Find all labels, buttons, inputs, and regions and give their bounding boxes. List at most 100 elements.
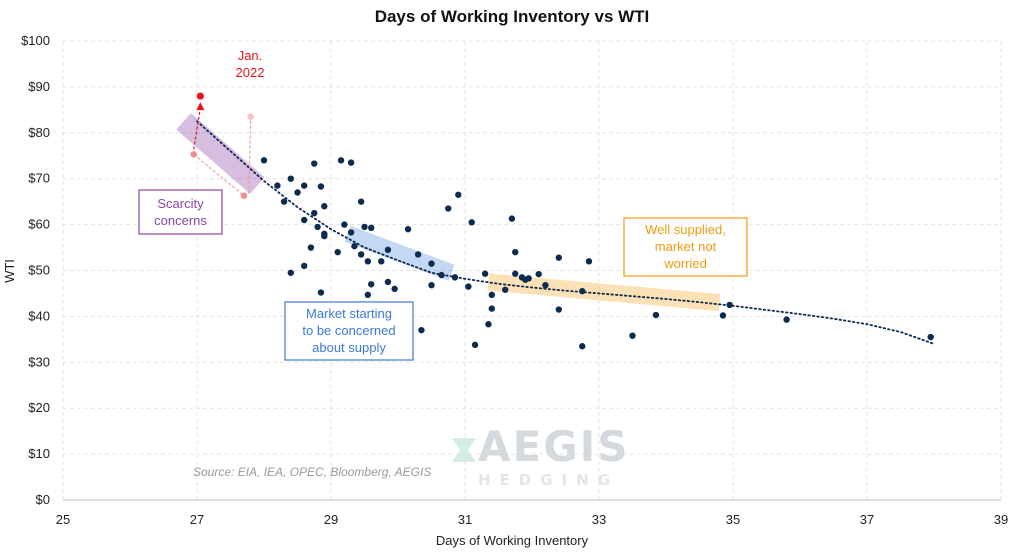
data-point: [368, 224, 375, 232]
y-tick-label: $80: [28, 125, 50, 140]
data-point: [384, 246, 392, 254]
data-point: [364, 258, 372, 265]
y-tick-labels: $0 $10 $20 $30 $40 $50 $60 $70 $80 $90 $100: [21, 33, 50, 507]
jan-arrow-head: [196, 102, 205, 111]
data-point: [301, 216, 308, 224]
data-point: [471, 341, 479, 349]
data-point: [314, 223, 321, 231]
concerned-annotation: Market starting to be concerned about su…: [284, 301, 414, 361]
data-point: [485, 321, 492, 328]
data-point: [341, 221, 348, 228]
data-point: [579, 287, 586, 295]
aegis-logo-mark: [452, 438, 476, 462]
data-point: [357, 251, 365, 258]
x-tick-label: 25: [56, 512, 70, 527]
concerned-line-2: to be concerned: [302, 323, 395, 338]
data-point: [455, 191, 462, 198]
data-point: [321, 232, 328, 240]
x-tick-label: 33: [592, 512, 606, 527]
supplied-line-1: Well supplied,: [645, 222, 726, 237]
y-axis-label: WTI: [2, 259, 17, 283]
y-tick-label: $10: [28, 446, 50, 461]
data-point: [652, 311, 660, 319]
y-tick-label: $90: [28, 79, 50, 94]
data-point: [414, 251, 422, 258]
watermark-subtext: HEDGING: [478, 471, 619, 489]
data-point: [301, 262, 308, 270]
y-tick-label: $0: [36, 492, 50, 507]
jan-2022-label: 2022: [236, 65, 265, 80]
data-point: [378, 258, 385, 265]
x-tick-label: 29: [324, 512, 338, 527]
data-point: [629, 332, 636, 339]
x-tick-label: 39: [994, 512, 1008, 527]
data-point: [451, 274, 459, 281]
data-point: [502, 286, 509, 293]
data-point: [364, 291, 372, 299]
jan-2022-point: [196, 92, 204, 100]
concerned-line-1: Market starting: [306, 306, 392, 321]
x-tick-label: 27: [190, 512, 204, 527]
jan-arrow-line: [193, 107, 201, 150]
data-point: [384, 278, 392, 286]
data-point: [311, 209, 318, 217]
data-point: [334, 248, 341, 256]
data-point: [321, 203, 328, 210]
data-point: [357, 198, 365, 205]
y-tick-label: $30: [28, 354, 50, 369]
data-point: [481, 270, 489, 277]
data-point: [783, 316, 790, 323]
data-points: [260, 157, 934, 350]
data-point: [512, 248, 519, 256]
data-point: [301, 182, 308, 189]
x-axis-label: Days of Working Inventory: [436, 533, 589, 548]
data-point: [719, 312, 727, 319]
data-point: [585, 258, 593, 265]
data-point: [488, 305, 495, 312]
concerned-line-3: about supply: [312, 340, 386, 355]
data-point: [438, 271, 445, 279]
supplied-band: [487, 273, 721, 312]
data-point: [512, 270, 519, 277]
data-point: [317, 289, 325, 296]
supplied-annotation: Well supplied, market not worried: [623, 217, 748, 277]
y-tick-label: $100: [21, 33, 50, 48]
data-point: [525, 275, 532, 282]
data-point: [337, 157, 345, 164]
concerned-band: [344, 225, 455, 281]
data-point: [428, 260, 435, 267]
watermark-text: AEGIS: [478, 422, 630, 471]
supplied-line-3: worried: [663, 256, 707, 271]
data-point: [294, 189, 301, 196]
data-point: [465, 283, 472, 290]
data-point: [391, 285, 398, 293]
data-point: [347, 159, 355, 166]
y-tick-label: $50: [28, 263, 50, 278]
data-point: [274, 182, 281, 189]
data-point: [418, 326, 425, 334]
x-tick-label: 31: [458, 512, 472, 527]
chart-title: Days of Working Inventory vs WTI: [375, 7, 650, 26]
aegis-watermark: AEGIS HEDGING: [452, 422, 630, 489]
y-tick-label: $70: [28, 171, 50, 186]
data-point: [555, 306, 562, 313]
y-tick-label: $40: [28, 308, 50, 323]
faded-point: [240, 192, 248, 199]
scarcity-annotation: Scarcity concerns: [138, 189, 223, 235]
faded-point: [247, 113, 254, 120]
scarcity-line-1: Scarcity: [157, 196, 204, 211]
jan-2022-annotation: Jan. 2022: [190, 48, 264, 199]
source-note: Source: EIA, IEA, OPEC, Bloomberg, AEGIS: [193, 465, 431, 479]
data-point: [287, 175, 294, 182]
data-point: [260, 157, 268, 164]
data-point: [555, 254, 562, 261]
data-point: [445, 205, 452, 212]
data-point: [488, 291, 495, 299]
data-point: [535, 270, 542, 278]
x-tick-label: 37: [860, 512, 874, 527]
data-point: [368, 281, 375, 288]
jan-2022-label: Jan.: [238, 48, 263, 63]
data-point: [311, 160, 318, 167]
data-point: [287, 269, 294, 276]
